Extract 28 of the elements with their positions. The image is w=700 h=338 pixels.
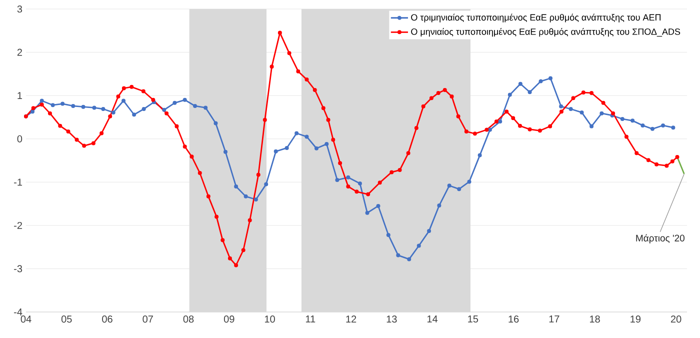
y-tick-label: 0 bbox=[17, 135, 22, 142]
x-tick-label: 09 bbox=[224, 316, 234, 323]
y-tick-label: -4 bbox=[14, 308, 22, 316]
y-tick-label: 3 bbox=[17, 5, 22, 13]
x-tick-label: 10 bbox=[264, 316, 275, 323]
y-tick-label: 2 bbox=[17, 48, 22, 56]
x-tick-label: 05 bbox=[61, 316, 72, 323]
annotation: Μάρτιος '20 bbox=[636, 234, 684, 244]
x-tick-label: 13 bbox=[386, 316, 397, 323]
x-tick-label: 14 bbox=[427, 316, 438, 322]
x-tick-label: 15 bbox=[468, 316, 478, 323]
x-tick-label: 18 bbox=[590, 316, 600, 323]
x-tick-label: 17 bbox=[549, 316, 560, 322]
x-tick-label: 16 bbox=[508, 316, 519, 323]
x-tick-label: 11 bbox=[306, 316, 316, 322]
x-tick-label: 04 bbox=[20, 316, 32, 323]
legend-label: Ο τριμηνιαίος τυποποιημένος ΕαΕ ρυθμός ανάπτυξης του ΑΕΠ bbox=[411, 14, 661, 22]
y-tick-label: 1 bbox=[18, 92, 22, 100]
y-tick-label: -1 bbox=[14, 178, 22, 186]
y-tick-label: -2 bbox=[14, 222, 22, 229]
y-tick-label: -3 bbox=[14, 265, 22, 272]
x-tick-label: 08 bbox=[183, 316, 194, 323]
x-tick-label: 19 bbox=[630, 316, 641, 323]
legend-label: Ο μηνιαίος τυποποιημένος ΕαΕ ρυθμός ανάπτυξης του ΣΠΟΔ_ADS bbox=[411, 28, 680, 37]
x-tick-label: 06 bbox=[102, 316, 112, 323]
x-tick-label: 20 bbox=[670, 316, 682, 323]
x-tick-label: 07 bbox=[142, 316, 153, 323]
x-tick-label: 12 bbox=[346, 316, 356, 323]
